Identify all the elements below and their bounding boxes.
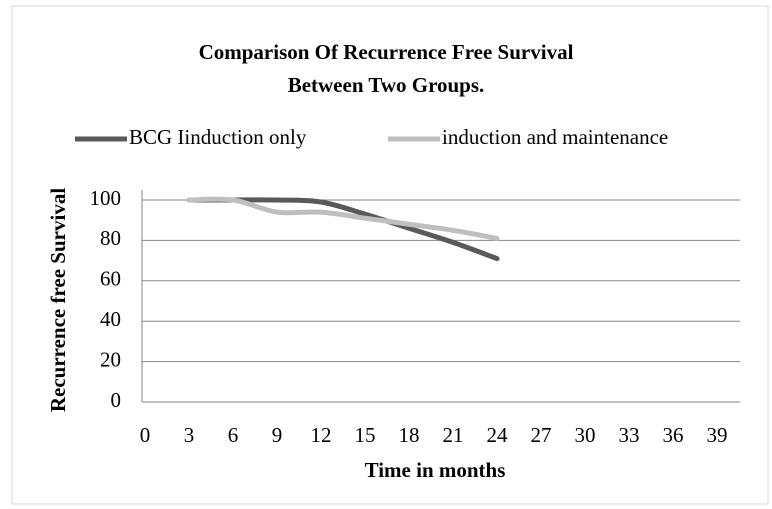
- y-tick-label: 40: [100, 307, 121, 331]
- x-tick-label: 9: [272, 423, 283, 447]
- x-tick-label: 3: [184, 423, 195, 447]
- chart-title: Comparison Of Recurrence Free Survival: [199, 40, 574, 64]
- x-tick-label: 0: [140, 423, 151, 447]
- x-tick-label: 33: [619, 423, 640, 447]
- x-tick-label: 18: [399, 423, 420, 447]
- y-axis-label: Recurrence free Survival: [46, 188, 70, 412]
- x-tick-label: 21: [443, 423, 464, 447]
- x-tick-label: 24: [487, 423, 509, 447]
- x-tick-label: 6: [228, 423, 239, 447]
- x-tick-label: 36: [663, 423, 684, 447]
- x-tick-label: 39: [707, 423, 728, 447]
- y-tick-label: 80: [100, 226, 121, 250]
- y-tick-label: 100: [90, 186, 122, 210]
- x-tick-label: 27: [531, 423, 552, 447]
- y-tick-label: 20: [100, 347, 121, 371]
- chart-frame: [11, 5, 769, 505]
- chart-subtitle: Between Two Groups.: [288, 73, 485, 97]
- x-tick-label: 12: [311, 423, 332, 447]
- series-line: [186, 196, 500, 241]
- x-axis-label: Time in months: [365, 458, 506, 482]
- y-tick-label: 60: [100, 267, 121, 291]
- legend-label: BCG Iinduction only: [129, 125, 307, 149]
- x-tick-label: 15: [355, 423, 376, 447]
- y-tick-label: 0: [111, 388, 122, 412]
- x-tick-label: 30: [575, 423, 596, 447]
- legend-label: induction and maintenance: [442, 125, 668, 149]
